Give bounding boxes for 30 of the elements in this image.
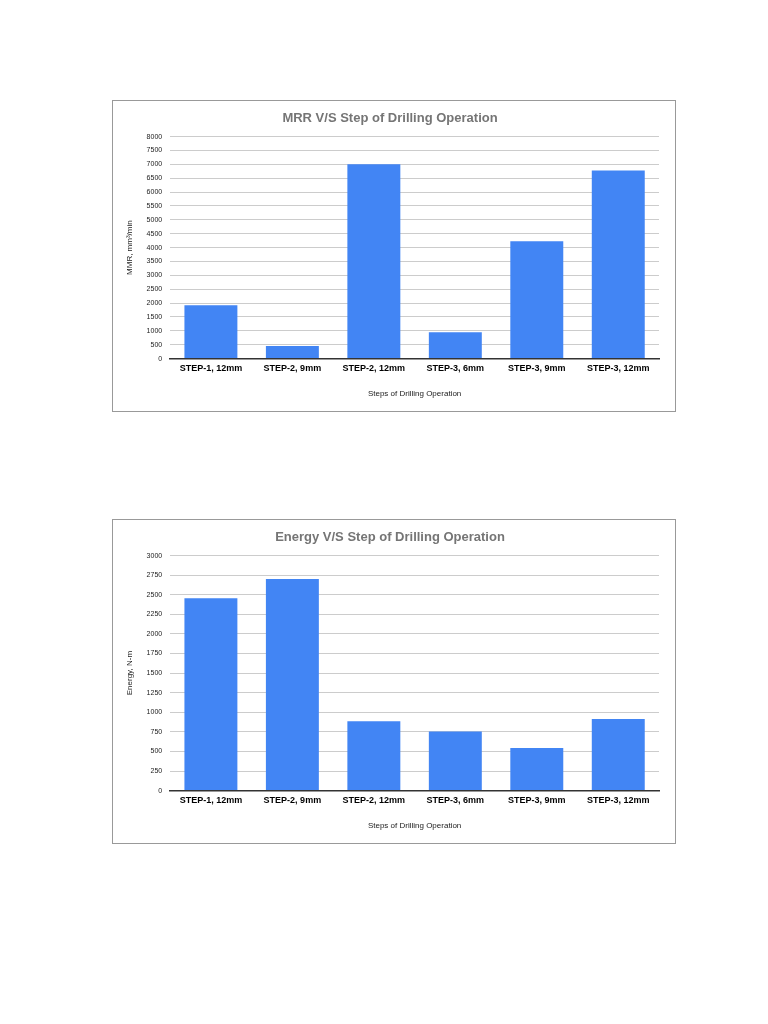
bar: [428, 332, 482, 359]
bar: [591, 718, 645, 791]
x-tick-label: STEP-3, 12mm: [587, 363, 650, 374]
x-tick-label: STEP-2, 12mm: [342, 363, 406, 374]
x-tick-label: STEP-2, 12mm: [342, 795, 406, 806]
bar: [184, 598, 238, 791]
x-tick-label: STEP-2, 9mm: [263, 363, 322, 374]
bar: [265, 346, 319, 359]
x-tick-label: STEP-3, 12mm: [587, 795, 650, 806]
x-tick-label: STEP-1, 12mm: [179, 363, 243, 374]
bar: [510, 747, 564, 791]
x-tick-label: STEP-3, 6mm: [426, 363, 485, 374]
chart-title: Energy V/S Step of Drilling Operation: [275, 529, 505, 545]
x-tick-label: STEP-3, 9mm: [508, 795, 566, 806]
x-axis-title: Steps of Drilling Operation: [367, 821, 462, 831]
bar: [510, 241, 564, 359]
bar: [428, 731, 482, 791]
bar: [347, 164, 401, 359]
chart-title: MRR V/S Step of Drilling Operation: [282, 110, 498, 126]
x-axis-title: Steps of Drilling Operation: [367, 389, 462, 399]
bar: [265, 579, 319, 791]
x-tick-label: STEP-1, 12mm: [179, 795, 243, 806]
bar: [591, 170, 645, 359]
bar: [347, 721, 401, 791]
y-axis-title: Energy, N-m: [125, 650, 134, 696]
x-tick-label: STEP-2, 9mm: [263, 795, 322, 806]
x-tick-label: STEP-3, 6mm: [426, 795, 485, 806]
x-tick-label: STEP-3, 9mm: [508, 363, 566, 374]
y-axis-title: MMR, mm³/min: [125, 220, 134, 275]
bar: [184, 305, 238, 359]
